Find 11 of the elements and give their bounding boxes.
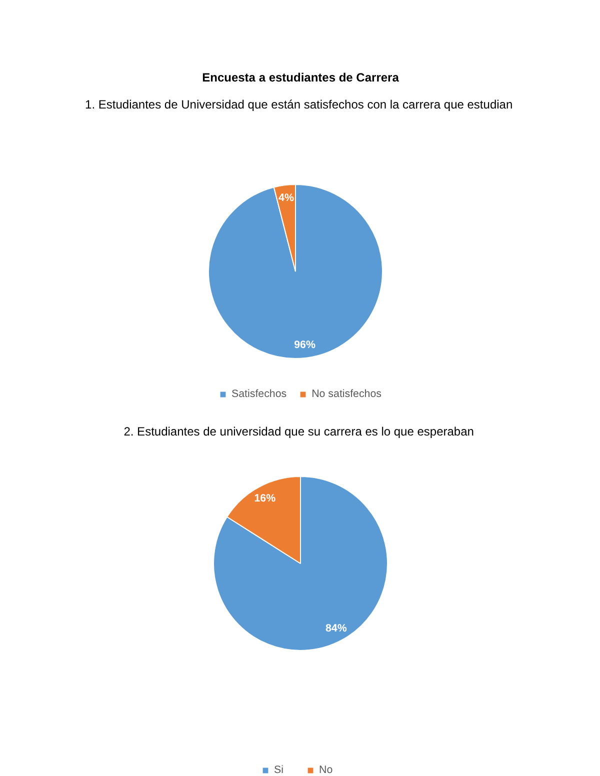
- legend-label: No satisfechos: [312, 388, 382, 400]
- data-label: 96%: [294, 338, 316, 351]
- legend-label: Si: [274, 764, 284, 776]
- chart-subtitle: 1. Estudiantes de Universidad que están satisfechos con la carrera que estudian: [85, 98, 513, 112]
- legend-label: No: [319, 764, 334, 776]
- chart-title: 2. Estudiantes de universidad que su carrera es lo que esperaban: [124, 424, 474, 438]
- chart-title: Encuesta a estudiantes de Carrera: [202, 70, 400, 84]
- data-label: 16%: [254, 492, 276, 505]
- data-label: 84%: [325, 622, 348, 634]
- legend-label: Satisfechos: [232, 388, 287, 400]
- data-label: 4%: [278, 192, 294, 204]
